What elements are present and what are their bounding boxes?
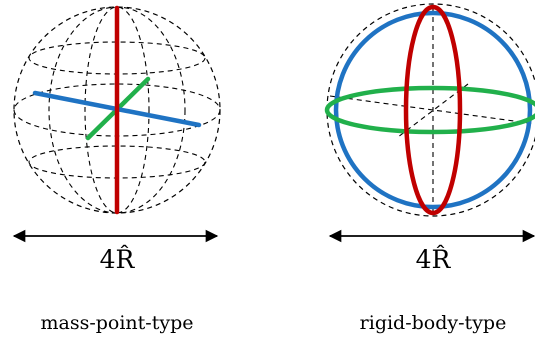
rigid-body-green-ring — [324, 85, 535, 135]
rigid-body-sphere — [326, 3, 535, 217]
right-dimension-label: 4R̂ — [416, 245, 452, 274]
right-caption: rigid-body-type — [360, 312, 507, 334]
left-dimension-label: 4R̂ — [100, 245, 136, 274]
rigid-body-red-ring — [403, 4, 463, 216]
left-caption: mass-point-type — [40, 312, 193, 334]
rigid-body-blue-ring — [333, 10, 533, 210]
